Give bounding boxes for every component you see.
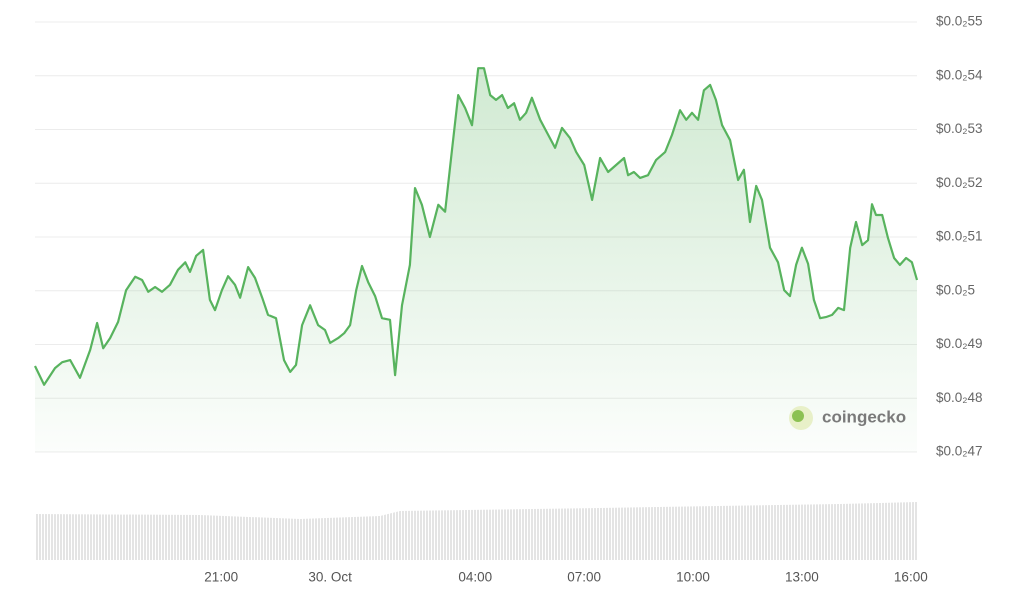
price-line: [34, 67, 919, 386]
x-tick-label: 21:00: [204, 570, 238, 585]
y-tick-label: $0.0₂47: [936, 444, 983, 459]
x-tick-label: 30. Oct: [308, 570, 352, 585]
x-tick-label: 16:00: [894, 570, 928, 585]
y-tick-label: $0.0₂5: [936, 282, 975, 297]
y-tick-label: $0.0₂51: [936, 229, 983, 244]
y-tick-label: $0.0₂55: [936, 14, 983, 29]
x-tick-label: 04:00: [458, 570, 492, 585]
y-tick-label: $0.0₂54: [936, 67, 983, 82]
watermark: coingecko: [789, 406, 906, 430]
y-tick-label: $0.0₂52: [936, 175, 983, 190]
x-tick-label: 10:00: [676, 570, 710, 585]
x-tick-label: 13:00: [785, 570, 819, 585]
watermark-text: coingecko: [822, 407, 906, 426]
watermark-logo-eye: [792, 410, 804, 422]
price-area: [35, 68, 917, 452]
volume-bars: [35, 502, 917, 560]
y-tick-label: $0.0₂49: [936, 336, 983, 351]
y-tick-label: $0.0₂48: [936, 390, 983, 405]
y-tick-label: $0.0₂53: [936, 121, 983, 136]
x-tick-label: 07:00: [567, 570, 601, 585]
